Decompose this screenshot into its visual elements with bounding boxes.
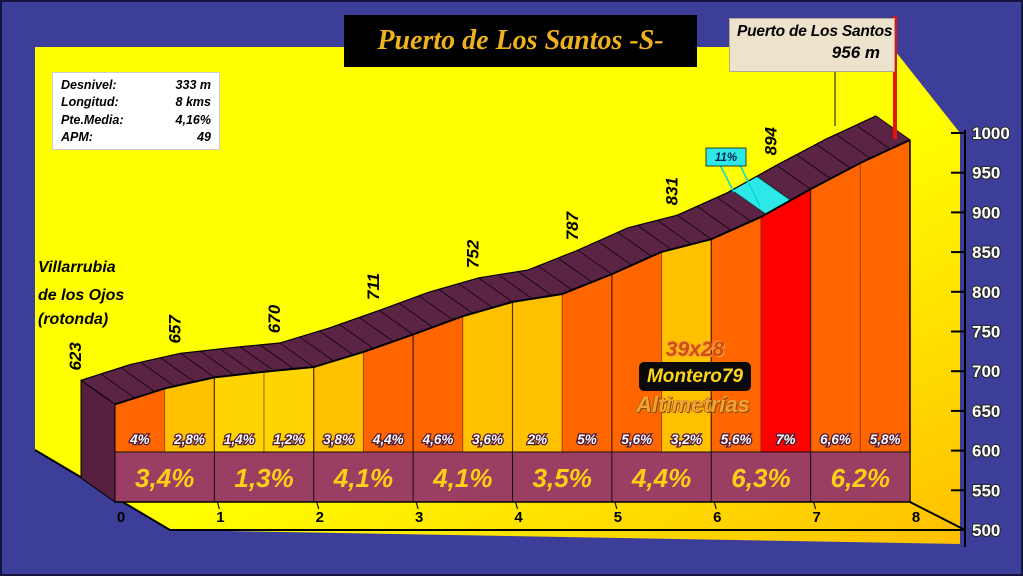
gradient-bar	[561, 273, 613, 453]
gradient-bar	[859, 139, 911, 453]
stat-label: Desnivel:	[61, 78, 117, 92]
stat-label: Longitud:	[61, 95, 119, 110]
km-gradient-label: 3,4%	[135, 463, 194, 493]
y-axis-tick-label: 500	[972, 521, 1000, 540]
stat-label: APM:	[61, 129, 93, 144]
steep-section-label: 11%	[715, 152, 737, 164]
steep-section-callout	[705, 147, 747, 167]
stat-row-desnivel: Desnivel: 333 m	[61, 77, 211, 93]
stat-value: 49	[197, 129, 211, 144]
elevation-label: 894	[762, 126, 781, 155]
y-axis-tick-label: 1000	[972, 124, 1010, 143]
half-km-gradient-label: 5,8%	[870, 432, 901, 447]
y-axis-tick-label: 650	[972, 402, 1000, 421]
half-km-gradient-label: 5,6%	[621, 432, 652, 447]
elevation-label: 787	[563, 210, 582, 240]
half-km-gradient-label: 6,6%	[820, 432, 851, 447]
half-km-gradient-label: 2%	[527, 432, 548, 447]
stat-value: 4,16%	[175, 112, 211, 127]
y-axis-tick-label: 600	[972, 442, 1000, 461]
summit-altitude: 956 m	[831, 43, 880, 62]
x-axis-km-label: 7	[812, 509, 820, 526]
km-gradient-label: 6,2%	[831, 463, 890, 493]
stat-row-pte-media: Pte.Media: 4,16%	[61, 112, 211, 128]
stat-row-apm: APM: 49	[61, 129, 211, 145]
x-axis-km-label: 8	[912, 509, 920, 526]
stat-value: 8 kms	[175, 95, 211, 110]
x-axis-km-label: 0	[117, 509, 125, 526]
gradient-bar	[810, 162, 861, 453]
start-location-label: Villarrubia de los Ojos (rotonda)	[38, 259, 125, 328]
summit-flag-pole	[893, 16, 897, 139]
km-gradient-label: 4,4%	[631, 463, 691, 493]
half-km-gradient-label: 4,6%	[422, 432, 454, 447]
summit-label-box: Puerto de Los Santos 956 m	[729, 18, 895, 72]
y-axis-tick-label: 800	[972, 283, 1000, 302]
elevation-label: 670	[265, 304, 284, 333]
gradient-bar	[611, 251, 663, 453]
watermark-gearing: 39x28	[665, 338, 725, 361]
half-km-gradient-label: 3,8%	[323, 432, 354, 447]
summit-name: Puerto de Los Santos	[737, 23, 893, 40]
chart-title: Puerto de Los Santos -S-	[377, 25, 664, 56]
km-gradient-label: 6,3%	[731, 463, 790, 493]
km-gradient-label: 3,5%	[533, 463, 592, 493]
watermark-author-box: Montero79	[639, 362, 751, 391]
elevation-label: 711	[364, 273, 383, 300]
gradient-bar	[462, 301, 513, 453]
x-axis-km-label: 5	[614, 509, 622, 526]
y-axis-tick-label: 850	[972, 243, 1000, 262]
elevation-label: 831	[662, 177, 681, 205]
half-km-gradient-label: 5%	[577, 432, 597, 447]
x-axis-km-label: 1	[216, 509, 224, 526]
profile-side-face	[80, 379, 116, 503]
gradient-bar	[512, 293, 563, 453]
gradient-bar	[760, 188, 812, 453]
km-gradient-label: 4,1%	[432, 463, 492, 493]
chart-title-banner: Puerto de Los Santos -S-	[344, 15, 697, 67]
half-km-gradient-label: 5,6%	[721, 432, 752, 447]
half-km-gradient-label: 1,2%	[274, 432, 305, 447]
x-axis-km-label: 4	[514, 509, 523, 526]
x-axis-km-label: 3	[415, 509, 423, 526]
y-axis-tick-label: 950	[972, 164, 1000, 183]
half-km-gradient-label: 7%	[776, 432, 796, 447]
half-km-gradient-label: 4,4%	[372, 432, 404, 447]
watermark-author: Montero79	[646, 365, 744, 387]
y-axis-tick-label: 700	[972, 362, 1000, 381]
half-km-gradient-label: 3,2%	[671, 432, 702, 447]
half-km-gradient-label: 2,8%	[173, 432, 205, 447]
km-gradient-label: 4,1%	[333, 463, 393, 493]
watermark-brand: Altimetrías	[636, 392, 750, 417]
km-gradient-label: 1,3%	[234, 463, 293, 493]
y-axis-tick-label: 900	[972, 203, 1000, 222]
x-axis-km-label: 2	[316, 509, 324, 526]
road-ribbon	[81, 115, 910, 405]
y-axis-tick-label: 750	[972, 323, 1000, 342]
climb-stats-box: Desnivel: 333 m Longitud: 8 kms Pte.Medi…	[52, 72, 220, 150]
half-km-gradient-label: 1,4%	[224, 432, 255, 447]
stat-value: 333 m	[175, 78, 211, 92]
elevation-label: 752	[464, 239, 483, 268]
half-km-gradient-label: 4%	[129, 432, 150, 447]
stat-row-longitud: Longitud: 8 kms	[61, 94, 211, 110]
elevation-label: 623	[66, 342, 85, 371]
x-axis-km-label: 6	[713, 509, 721, 526]
y-axis-tick-label: 550	[972, 481, 1000, 500]
elevation-label: 657	[165, 314, 184, 344]
half-km-gradient-label: 3,6%	[472, 432, 503, 447]
stat-label: Pte.Media:	[61, 112, 124, 127]
